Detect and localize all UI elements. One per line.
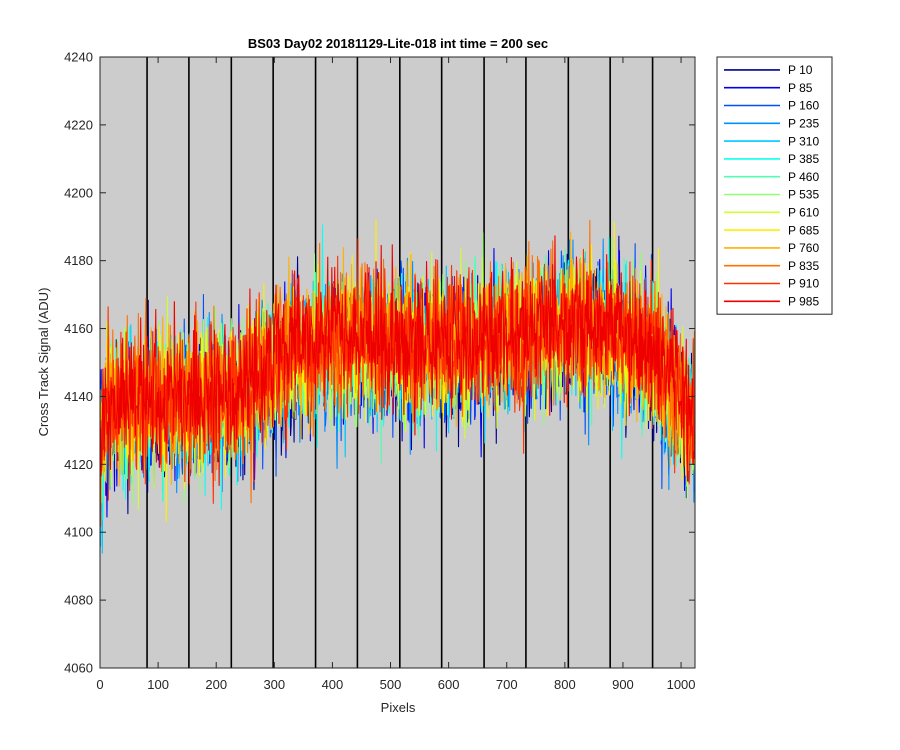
y-tick-label-9: 4240	[64, 50, 93, 65]
series-lines	[100, 218, 696, 554]
x-tick-label-7: 700	[496, 677, 518, 692]
y-tick-label-5: 4160	[64, 321, 93, 336]
legend-label-13: P 985	[788, 295, 819, 309]
x-tick-label-3: 300	[263, 677, 285, 692]
legend-label-0: P 10	[788, 63, 813, 77]
x-axis-label: Pixels	[381, 700, 416, 715]
legend-label-10: P 760	[788, 241, 819, 255]
x-tick-label-1: 100	[147, 677, 169, 692]
legend-label-7: P 535	[788, 188, 819, 202]
legend-label-1: P 85	[788, 81, 813, 95]
legend-label-3: P 235	[788, 117, 819, 131]
x-tick-label-8: 800	[554, 677, 576, 692]
y-tick-label-4: 4140	[64, 389, 93, 404]
legend-label-6: P 460	[788, 170, 819, 184]
y-axis: 4060 4080 4100 4120 4140 4160 4180 4200 4220 4240	[64, 50, 695, 676]
y-axis-label: Cross Track Signal (ADU)	[36, 288, 51, 437]
y-tick-label-0: 4060	[64, 661, 93, 676]
legend-label-9: P 685	[788, 223, 819, 237]
chart-title: BS03 Day02 20181129-Lite-018 int time = …	[248, 36, 548, 51]
legend-label-4: P 310	[788, 134, 819, 148]
y-tick-label-8: 4220	[64, 117, 93, 132]
legend-box	[716, 56, 833, 315]
y-tick-label-1: 4080	[64, 593, 93, 608]
x-axis: 0 100 200 300 400 500 600 700 800 900 1000	[96, 57, 696, 692]
x-tick-label-4: 400	[322, 677, 344, 692]
x-tick-label-0: 0	[96, 677, 103, 692]
x-tick-label-5: 500	[380, 677, 402, 692]
legend-label-2: P 160	[788, 99, 819, 113]
y-tick-label-7: 4200	[64, 185, 93, 200]
legend: P 10 P 85 P 160 P 235 P 310 P 385 P 460 P 535 P …	[716, 56, 833, 315]
legend-label-12: P 910	[788, 277, 819, 291]
x-tick-label-2: 200	[205, 677, 227, 692]
legend-label-11: P 835	[788, 259, 819, 273]
plot-frame	[99, 56, 696, 669]
legend-label-8: P 610	[788, 206, 819, 220]
y-tick-label-6: 4180	[64, 253, 93, 268]
y-tick-label-2: 4100	[64, 525, 93, 540]
x-tick-label-9: 900	[612, 677, 634, 692]
y-tick-label-3: 4120	[64, 457, 93, 472]
legend-label-5: P 385	[788, 152, 819, 166]
series-line-13	[100, 235, 696, 501]
x-tick-label-10: 1000	[667, 677, 696, 692]
x-tick-label-6: 600	[438, 677, 460, 692]
